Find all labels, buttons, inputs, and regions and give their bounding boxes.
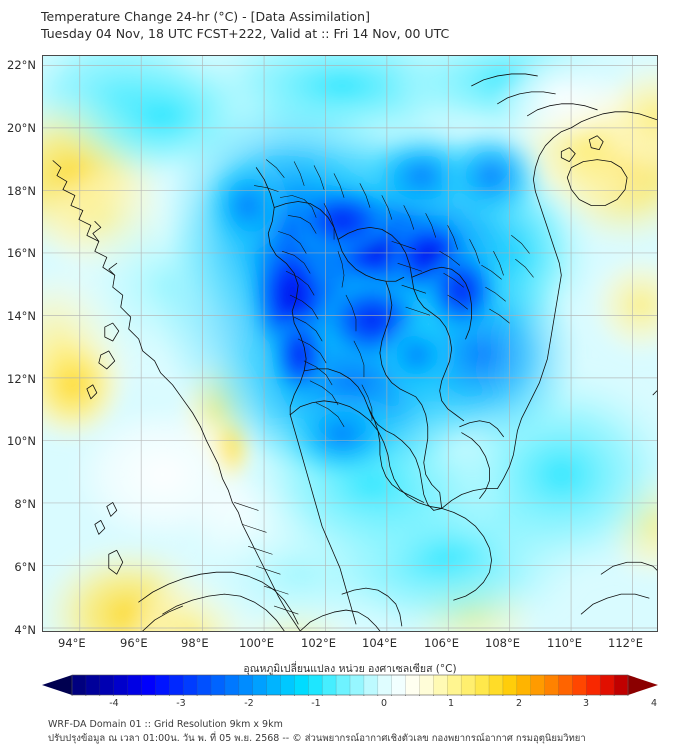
x-tick-102E: 102°E xyxy=(301,636,336,650)
x-tick-96E: 96°E xyxy=(120,636,148,650)
coastlines-layer xyxy=(52,73,657,631)
cbar-tick-1: 1 xyxy=(447,698,455,709)
y-tick-14N: 14°N xyxy=(7,309,36,323)
footer-credit: ปรับปรุงข้อมูล ณ เวลา 01:00น. วัน พ. ที่… xyxy=(48,732,586,744)
cbar-tick-4: 4 xyxy=(650,698,658,709)
x-tick-110E: 110°E xyxy=(547,636,582,650)
x-tick-98E: 98°E xyxy=(181,636,209,650)
y-tick-18N: 18°N xyxy=(7,184,36,198)
cbar-tick--4: -4 xyxy=(109,698,119,709)
map-gridlines xyxy=(43,56,657,631)
y-tick-6N: 6°N xyxy=(14,560,36,574)
cbar-tick--1: -1 xyxy=(311,698,321,709)
colorbar-title: อุณหภูมิเปลี่ยนแปลง หน่วย องศาเซลเซียส (… xyxy=(243,663,457,675)
y-tick-10N: 10°N xyxy=(7,434,36,448)
cbar-tick-3: 3 xyxy=(582,698,590,709)
x-tick-104E: 104°E xyxy=(362,636,397,650)
y-tick-20N: 20°N xyxy=(7,121,36,135)
cbar-tick--3: -3 xyxy=(176,698,186,709)
y-tick-8N: 8°N xyxy=(14,497,36,511)
map-plot-area xyxy=(42,55,658,632)
colorbar-gradient xyxy=(42,674,658,696)
page-subtitle: Tuesday 04 Nov, 18 UTC FCST+222, Valid a… xyxy=(41,26,450,41)
x-tick-112E: 112°E xyxy=(608,636,643,650)
cbar-tick-2: 2 xyxy=(515,698,523,709)
y-tick-4N: 4°N xyxy=(14,623,36,637)
page-title: Temperature Change 24-hr (°C) - [Data As… xyxy=(41,9,370,24)
x-tick-100E: 100°E xyxy=(239,636,274,650)
anomaly-blobs xyxy=(43,56,657,631)
x-tick-94E: 94°E xyxy=(58,636,86,650)
cbar-tick-0: 0 xyxy=(380,698,388,709)
colorbar: อุณหภูมิเปลี่ยนแปลง หน่วย องศาเซลเซียส (… xyxy=(42,660,658,716)
x-tick-108E: 108°E xyxy=(485,636,520,650)
cbar-tick--2: -2 xyxy=(244,698,254,709)
temperature-anomaly-field xyxy=(43,56,657,631)
footer-block: WRF-DA Domain 01 :: Grid Resolution 9km … xyxy=(48,718,668,745)
title-block: Temperature Change 24-hr (°C) - [Data As… xyxy=(41,8,641,42)
y-tick-16N: 16°N xyxy=(7,246,36,260)
y-tick-12N: 12°N xyxy=(7,372,36,386)
footer-model-info: WRF-DA Domain 01 :: Grid Resolution 9km … xyxy=(48,719,283,730)
x-tick-106E: 106°E xyxy=(424,636,459,650)
y-tick-22N: 22°N xyxy=(7,58,36,72)
